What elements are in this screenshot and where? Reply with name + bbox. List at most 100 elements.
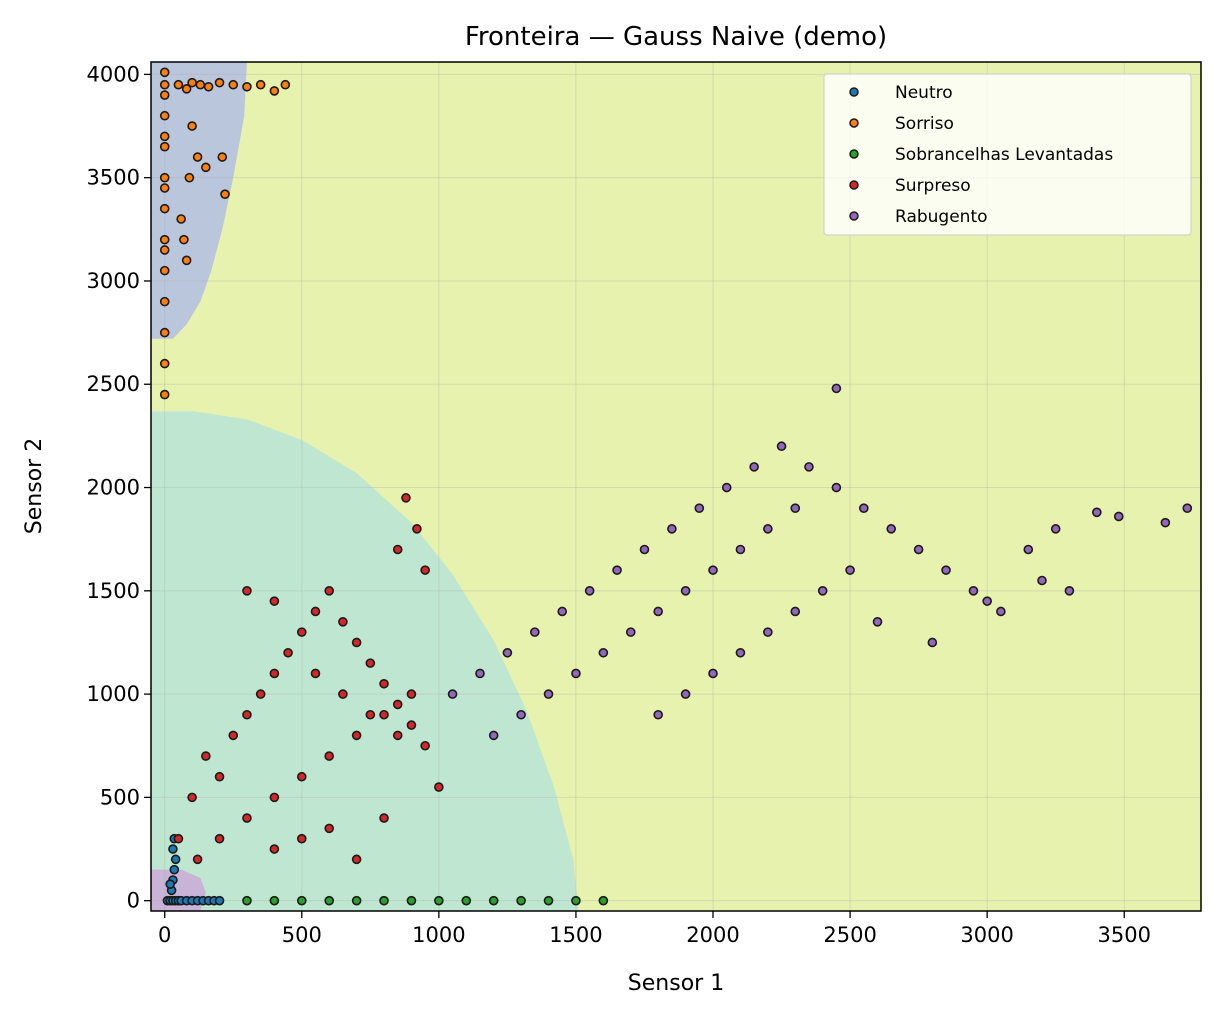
point-rabugento [653,606,663,617]
point-rabugento [708,668,718,679]
point-surpreso [269,668,280,679]
point-rabugento [694,503,705,513]
point-surpreso [214,771,225,782]
point-rabugento [886,524,897,534]
x-tick-label: 2000 [686,923,739,947]
point-surpreso [173,833,184,844]
point-rabugento [749,462,759,472]
point-rabugento [1037,575,1047,586]
point-rabugento [1113,511,1124,522]
point-rabugento [817,586,828,596]
point-sorriso [255,79,266,90]
point-rabugento [667,524,677,534]
data-points [159,67,1193,906]
point-sobrancelhas-levantadas [324,895,334,906]
y-tick-label: 4000 [87,62,140,86]
point-surpreso [296,771,307,782]
point-surpreso [296,627,307,637]
y-axis-ticks: 0 500 1000 1500 2000 2500 3000 3500 4000 [87,62,151,913]
point-rabugento [804,462,814,472]
point-surpreso [392,699,403,710]
point-sorriso [159,67,170,78]
point-sobrancelhas-levantadas [242,895,252,906]
point-surpreso [379,678,389,689]
point-surpreso [283,647,293,658]
point-surpreso [242,586,252,596]
point-surpreso [412,524,422,534]
point-sobrancelhas-levantadas [543,895,554,906]
point-rabugento [872,617,883,627]
point-rabugento [625,627,636,637]
point-neutro [165,879,175,889]
point-surpreso [392,544,403,555]
point-surpreso [242,709,252,720]
point-sobrancelhas-levantadas [406,895,417,906]
point-rabugento [858,503,869,513]
point-rabugento [996,606,1006,617]
point-surpreso [192,854,203,865]
point-rabugento [584,586,595,596]
point-sorriso [176,214,186,224]
point-rabugento [763,524,773,534]
point-surpreso [310,606,321,617]
point-rabugento [475,668,485,679]
point-sorriso [159,265,170,276]
point-sorriso [214,77,225,88]
y-tick-label: 2500 [87,372,140,396]
point-rabugento [927,637,938,648]
legend-label: Sobrancelhas Levantadas [895,145,1113,165]
legend: Neutro Sorriso Sobrancelhas Levantadas Surp… [823,73,1192,236]
point-rabugento [488,730,499,741]
point-sorriso [159,245,170,255]
y-tick-label: 0 [127,889,140,913]
point-sobrancelhas-levantadas [296,895,307,906]
point-sorriso [159,79,170,90]
legend-marker [849,211,859,221]
point-sorriso [228,79,239,90]
point-surpreso [401,493,411,503]
point-rabugento [708,565,718,575]
point-sorriso [181,84,192,94]
legend-label: Sorriso [895,114,954,134]
point-surpreso [420,740,430,751]
point-neutro [170,854,181,865]
x-tick-label: 2500 [823,923,876,947]
point-surpreso [351,730,362,741]
legend-label: Rabugento [895,207,988,227]
point-surpreso [296,833,307,844]
point-sorriso [179,234,189,245]
x-axis-label: Sensor 1 [628,971,724,996]
point-sorriso [159,296,170,307]
point-sobrancelhas-levantadas [269,895,280,906]
point-neutro [169,864,180,875]
point-rabugento [680,586,691,596]
legend-label: Neutro [895,83,953,103]
point-sorriso [159,358,170,369]
point-sobrancelhas-levantadas [461,895,472,906]
point-neutro [168,844,178,854]
point-rabugento [735,647,746,658]
x-tick-label: 0 [158,923,171,947]
point-rabugento [735,544,746,555]
point-sorriso [159,90,170,100]
point-sobrancelhas-levantadas [598,895,609,906]
point-sobrancelhas-levantadas [488,895,499,906]
point-surpreso [338,617,348,627]
point-surpreso [269,596,280,606]
legend-marker [849,87,859,97]
point-rabugento [831,482,842,493]
point-rabugento [1092,507,1102,518]
y-tick-label: 500 [100,785,140,809]
point-rabugento [721,482,732,493]
point-rabugento [1050,524,1061,534]
point-sorriso [159,172,170,183]
point-rabugento [790,503,801,513]
point-rabugento [982,596,992,606]
point-surpreso [338,689,348,699]
point-sorriso [195,79,206,90]
legend-marker [849,118,859,128]
point-sobrancelhas-levantadas [351,895,362,906]
y-tick-label: 1500 [87,579,140,603]
point-surpreso [379,813,389,823]
